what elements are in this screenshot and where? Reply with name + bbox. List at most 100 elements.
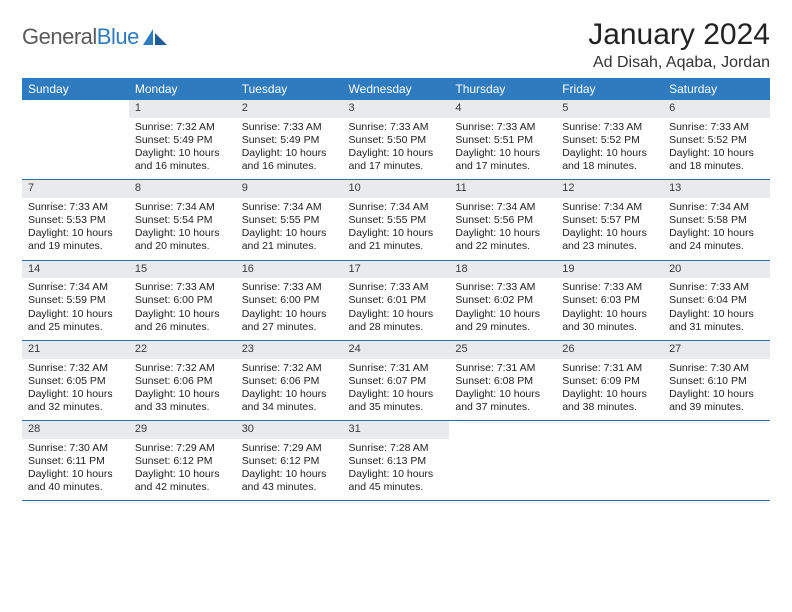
sunset-text: Sunset: 5:59 PM — [28, 294, 123, 307]
sunset-text: Sunset: 5:54 PM — [135, 214, 230, 227]
day-content: Sunrise: 7:34 AMSunset: 5:55 PMDaylight:… — [343, 198, 450, 260]
sunrise-text: Sunrise: 7:33 AM — [669, 281, 764, 294]
calendar-body: 1Sunrise: 7:32 AMSunset: 5:49 PMDaylight… — [22, 100, 770, 501]
daylight-text: Daylight: 10 hours and 17 minutes. — [349, 147, 444, 173]
sunrise-text: Sunrise: 7:33 AM — [562, 281, 657, 294]
sail-icon — [143, 29, 167, 45]
day-number: 11 — [449, 180, 556, 198]
weekday-header: Sunday — [22, 78, 129, 100]
sunset-text: Sunset: 6:07 PM — [349, 375, 444, 388]
sunrise-text: Sunrise: 7:32 AM — [135, 121, 230, 134]
day-content: Sunrise: 7:33 AMSunset: 6:00 PMDaylight:… — [236, 278, 343, 340]
calendar-cell: 19Sunrise: 7:33 AMSunset: 6:03 PMDayligh… — [556, 260, 663, 340]
daylight-text: Daylight: 10 hours and 27 minutes. — [242, 308, 337, 334]
sunrise-text: Sunrise: 7:31 AM — [455, 362, 550, 375]
daylight-text: Daylight: 10 hours and 35 minutes. — [349, 388, 444, 414]
daylight-text: Daylight: 10 hours and 16 minutes. — [242, 147, 337, 173]
day-number: 12 — [556, 180, 663, 198]
weekday-header: Friday — [556, 78, 663, 100]
calendar-cell: 16Sunrise: 7:33 AMSunset: 6:00 PMDayligh… — [236, 260, 343, 340]
sunset-text: Sunset: 6:11 PM — [28, 455, 123, 468]
weekday-header: Monday — [129, 78, 236, 100]
calendar-cell: 24Sunrise: 7:31 AMSunset: 6:07 PMDayligh… — [343, 340, 450, 420]
calendar-cell: 10Sunrise: 7:34 AMSunset: 5:55 PMDayligh… — [343, 180, 450, 260]
sunset-text: Sunset: 5:50 PM — [349, 134, 444, 147]
calendar-cell: 7Sunrise: 7:33 AMSunset: 5:53 PMDaylight… — [22, 180, 129, 260]
calendar-cell: 8Sunrise: 7:34 AMSunset: 5:54 PMDaylight… — [129, 180, 236, 260]
day-content: Sunrise: 7:34 AMSunset: 5:58 PMDaylight:… — [663, 198, 770, 260]
daylight-text: Daylight: 10 hours and 43 minutes. — [242, 468, 337, 494]
daylight-text: Daylight: 10 hours and 23 minutes. — [562, 227, 657, 253]
calendar-row: 1Sunrise: 7:32 AMSunset: 5:49 PMDaylight… — [22, 100, 770, 180]
day-content: Sunrise: 7:32 AMSunset: 6:05 PMDaylight:… — [22, 359, 129, 421]
calendar-cell: 9Sunrise: 7:34 AMSunset: 5:55 PMDaylight… — [236, 180, 343, 260]
day-content: Sunrise: 7:29 AMSunset: 6:12 PMDaylight:… — [236, 439, 343, 501]
sunset-text: Sunset: 5:55 PM — [242, 214, 337, 227]
day-content — [449, 439, 556, 448]
brand-name-b: Blue — [97, 24, 139, 49]
calendar-cell: 31Sunrise: 7:28 AMSunset: 6:13 PMDayligh… — [343, 421, 450, 501]
day-number: 26 — [556, 341, 663, 359]
weekday-header: Wednesday — [343, 78, 450, 100]
day-content: Sunrise: 7:32 AMSunset: 6:06 PMDaylight:… — [129, 359, 236, 421]
daylight-text: Daylight: 10 hours and 19 minutes. — [28, 227, 123, 253]
sunrise-text: Sunrise: 7:29 AM — [135, 442, 230, 455]
day-number: 17 — [343, 261, 450, 279]
calendar-cell: 13Sunrise: 7:34 AMSunset: 5:58 PMDayligh… — [663, 180, 770, 260]
day-content: Sunrise: 7:33 AMSunset: 5:52 PMDaylight:… — [556, 118, 663, 180]
sunset-text: Sunset: 5:52 PM — [562, 134, 657, 147]
calendar-cell: 20Sunrise: 7:33 AMSunset: 6:04 PMDayligh… — [663, 260, 770, 340]
day-content: Sunrise: 7:33 AMSunset: 5:53 PMDaylight:… — [22, 198, 129, 260]
sunrise-text: Sunrise: 7:31 AM — [349, 362, 444, 375]
day-content: Sunrise: 7:33 AMSunset: 5:52 PMDaylight:… — [663, 118, 770, 180]
sunset-text: Sunset: 5:52 PM — [669, 134, 764, 147]
header: GeneralBlue January 2024 Ad Disah, Aqaba… — [22, 18, 770, 72]
location-subtitle: Ad Disah, Aqaba, Jordan — [588, 54, 770, 72]
day-number: 19 — [556, 261, 663, 279]
day-content: Sunrise: 7:32 AMSunset: 5:49 PMDaylight:… — [129, 118, 236, 180]
sunset-text: Sunset: 5:55 PM — [349, 214, 444, 227]
day-content: Sunrise: 7:34 AMSunset: 5:57 PMDaylight:… — [556, 198, 663, 260]
daylight-text: Daylight: 10 hours and 18 minutes. — [669, 147, 764, 173]
day-content — [556, 439, 663, 448]
calendar-table: Sunday Monday Tuesday Wednesday Thursday… — [22, 78, 770, 501]
sunrise-text: Sunrise: 7:34 AM — [669, 201, 764, 214]
sunrise-text: Sunrise: 7:30 AM — [28, 442, 123, 455]
day-content: Sunrise: 7:33 AMSunset: 6:01 PMDaylight:… — [343, 278, 450, 340]
sunrise-text: Sunrise: 7:33 AM — [242, 121, 337, 134]
day-content: Sunrise: 7:31 AMSunset: 6:07 PMDaylight:… — [343, 359, 450, 421]
sunrise-text: Sunrise: 7:33 AM — [669, 121, 764, 134]
calendar-row: 7Sunrise: 7:33 AMSunset: 5:53 PMDaylight… — [22, 180, 770, 260]
calendar-cell: 26Sunrise: 7:31 AMSunset: 6:09 PMDayligh… — [556, 340, 663, 420]
day-number: 28 — [22, 421, 129, 439]
calendar-cell — [556, 421, 663, 501]
sunrise-text: Sunrise: 7:30 AM — [669, 362, 764, 375]
calendar-cell: 6Sunrise: 7:33 AMSunset: 5:52 PMDaylight… — [663, 100, 770, 180]
day-content: Sunrise: 7:33 AMSunset: 5:49 PMDaylight:… — [236, 118, 343, 180]
day-content: Sunrise: 7:33 AMSunset: 6:00 PMDaylight:… — [129, 278, 236, 340]
daylight-text: Daylight: 10 hours and 17 minutes. — [455, 147, 550, 173]
calendar-row: 21Sunrise: 7:32 AMSunset: 6:05 PMDayligh… — [22, 340, 770, 420]
calendar-cell: 15Sunrise: 7:33 AMSunset: 6:00 PMDayligh… — [129, 260, 236, 340]
day-content: Sunrise: 7:30 AMSunset: 6:10 PMDaylight:… — [663, 359, 770, 421]
sunset-text: Sunset: 6:06 PM — [242, 375, 337, 388]
day-number: 16 — [236, 261, 343, 279]
calendar-cell: 5Sunrise: 7:33 AMSunset: 5:52 PMDaylight… — [556, 100, 663, 180]
day-content: Sunrise: 7:30 AMSunset: 6:11 PMDaylight:… — [22, 439, 129, 501]
weekday-header: Tuesday — [236, 78, 343, 100]
day-content: Sunrise: 7:34 AMSunset: 5:56 PMDaylight:… — [449, 198, 556, 260]
day-content: Sunrise: 7:33 AMSunset: 6:02 PMDaylight:… — [449, 278, 556, 340]
calendar-cell: 28Sunrise: 7:30 AMSunset: 6:11 PMDayligh… — [22, 421, 129, 501]
sunset-text: Sunset: 5:56 PM — [455, 214, 550, 227]
sunset-text: Sunset: 5:58 PM — [669, 214, 764, 227]
sunrise-text: Sunrise: 7:34 AM — [349, 201, 444, 214]
sunrise-text: Sunrise: 7:34 AM — [28, 281, 123, 294]
calendar-cell — [22, 100, 129, 180]
brand-name-a: General — [22, 24, 97, 49]
sunset-text: Sunset: 6:01 PM — [349, 294, 444, 307]
sunset-text: Sunset: 6:10 PM — [669, 375, 764, 388]
sunset-text: Sunset: 5:53 PM — [28, 214, 123, 227]
day-number: 14 — [22, 261, 129, 279]
daylight-text: Daylight: 10 hours and 42 minutes. — [135, 468, 230, 494]
calendar-cell: 3Sunrise: 7:33 AMSunset: 5:50 PMDaylight… — [343, 100, 450, 180]
